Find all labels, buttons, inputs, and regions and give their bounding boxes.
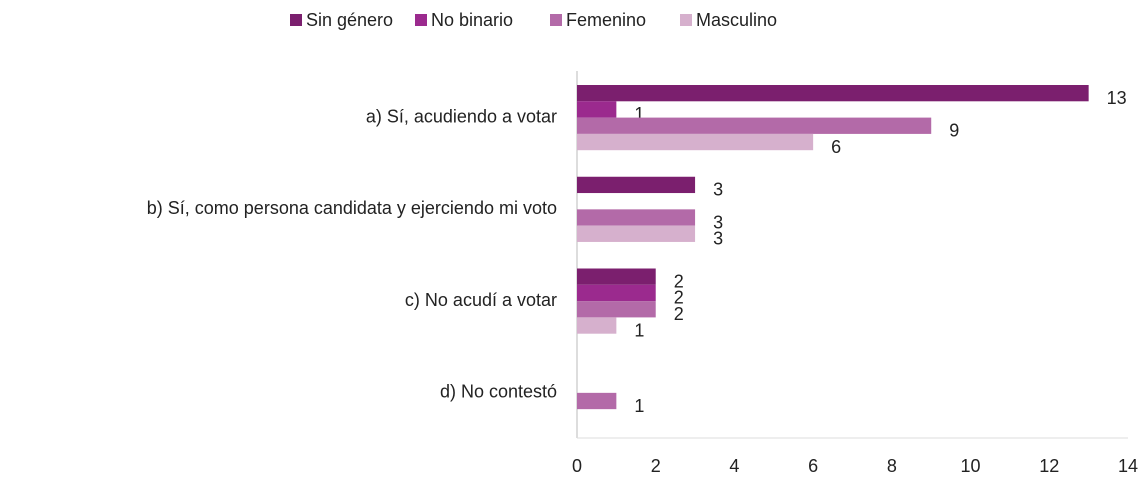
bar <box>577 301 656 317</box>
y-tick-label: d) No contestó <box>440 382 557 402</box>
legend-label: Sin género <box>306 10 393 30</box>
legend-swatch <box>415 14 427 26</box>
x-tick-label: 4 <box>729 456 739 476</box>
x-tick-label: 0 <box>572 456 582 476</box>
legend-label: No binario <box>431 10 513 30</box>
x-tick-label: 12 <box>1039 456 1059 476</box>
data-label: 9 <box>949 121 959 141</box>
bar <box>577 85 1089 101</box>
bar <box>577 134 813 150</box>
bar <box>577 317 616 333</box>
legend-swatch <box>550 14 562 26</box>
chart: Sin género No binario Femenino Masculino 0 2 4… <box>0 0 1146 483</box>
bar <box>577 101 616 117</box>
x-tick-label: 6 <box>808 456 818 476</box>
data-label: 1 <box>634 396 644 416</box>
legend-swatch <box>290 14 302 26</box>
y-tick-label: a) Sí, acudiendo a votar <box>366 106 557 126</box>
bar <box>577 209 695 225</box>
data-label: 2 <box>674 304 684 324</box>
page: Sin género No binario Femenino Masculino 0 2 4… <box>0 0 1146 488</box>
bar <box>577 226 695 242</box>
data-label: 6 <box>831 137 841 157</box>
x-tick-label: 8 <box>887 456 897 476</box>
bar <box>577 269 656 285</box>
bar <box>577 393 616 409</box>
y-tick-label: b) Sí, como persona candidata y ejercien… <box>147 198 557 218</box>
bar <box>577 285 656 301</box>
y-tick-label: c) No acudí a votar <box>405 290 557 310</box>
x-tick-label: 14 <box>1118 456 1138 476</box>
x-tick-label: 2 <box>651 456 661 476</box>
bar <box>577 118 931 134</box>
data-label: 3 <box>713 229 723 249</box>
legend-label: Femenino <box>566 10 646 30</box>
bar <box>577 177 695 193</box>
data-label: 13 <box>1107 88 1127 108</box>
legend-label: Masculino <box>696 10 777 30</box>
x-tick-label: 10 <box>961 456 981 476</box>
data-label: 1 <box>634 320 644 340</box>
legend-swatch <box>680 14 692 26</box>
data-label: 3 <box>713 180 723 200</box>
